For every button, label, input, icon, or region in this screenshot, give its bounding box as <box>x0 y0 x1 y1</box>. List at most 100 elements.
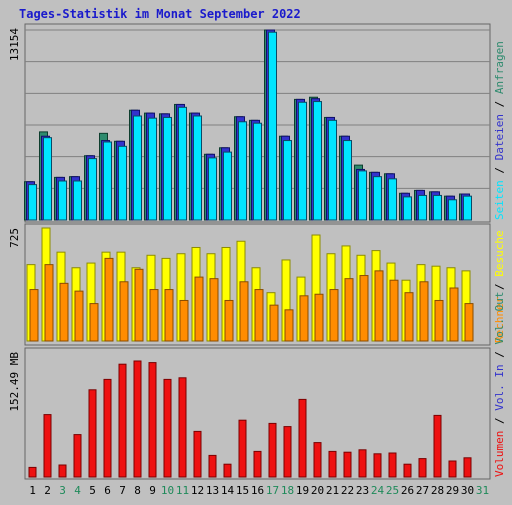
y-axis-label: 152.49 MB <box>8 352 21 412</box>
legend-label: Vol. In <box>493 364 506 410</box>
x-tick-label-17: 17 <box>266 484 279 497</box>
right-legend-panel-1: Seiten / Dateien / Anfragen <box>493 41 506 220</box>
x-tick-label-8: 8 <box>134 484 141 497</box>
legend-separator: / <box>493 277 506 297</box>
bar-seiten-day-25 <box>388 178 397 221</box>
x-tick-label-23: 23 <box>356 484 369 497</box>
x-tick-label-25: 25 <box>386 484 399 497</box>
legend-label: Anfragen <box>493 41 506 94</box>
bar-rechner-day-1 <box>29 289 39 342</box>
bar-volumen-day-9 <box>148 362 157 478</box>
legend-label: Besuche <box>493 230 506 276</box>
bar-rechner-day-30 <box>464 303 474 342</box>
bar-seiten-day-23 <box>358 170 367 221</box>
x-tick-label-20: 20 <box>311 484 324 497</box>
panel-3: 152.49 MB <box>8 347 491 480</box>
bar-rechner-day-28 <box>434 299 444 342</box>
bar-volumen-day-14 <box>223 463 232 478</box>
bar-volumen-day-19 <box>298 398 307 478</box>
x-tick-label-18: 18 <box>281 484 294 497</box>
bar-volumen-day-25 <box>388 452 397 478</box>
panel-1: 13154 <box>8 23 491 223</box>
bar-rechner-day-12 <box>194 276 204 342</box>
bar-rechner-day-3 <box>59 282 69 342</box>
bar-seiten-day-8 <box>133 115 142 221</box>
x-tick-label-9: 9 <box>149 484 156 497</box>
legend-separator: / <box>493 345 506 365</box>
legend-separator: / <box>493 411 506 431</box>
bar-rechner-day-11 <box>179 299 189 342</box>
x-tick-label-13: 13 <box>206 484 219 497</box>
bar-rechner-day-10 <box>164 289 174 342</box>
bar-volumen-day-8 <box>133 360 142 478</box>
bar-seiten-day-1 <box>28 184 37 221</box>
legend-label: Rechner <box>493 296 506 343</box>
bar-rechner-day-22 <box>344 278 354 342</box>
bar-volumen-day-26 <box>403 463 412 478</box>
bar-volumen-day-21 <box>328 450 337 478</box>
x-tick-label-15: 15 <box>236 484 249 497</box>
bar-rechner-day-18 <box>284 309 294 342</box>
bar-seiten-day-4 <box>73 180 82 221</box>
y-axis-label: 725 <box>8 228 21 248</box>
bar-rechner-day-20 <box>314 293 324 342</box>
x-tick-label-24: 24 <box>371 484 385 497</box>
bar-rechner-day-8 <box>134 268 144 342</box>
bar-rechner-day-14 <box>224 299 234 342</box>
bar-seiten-day-29 <box>448 199 457 221</box>
bar-rechner-day-7 <box>119 281 129 342</box>
bar-volumen-day-29 <box>448 460 457 478</box>
bar-rechner-day-26 <box>404 292 414 342</box>
bar-seiten-day-15 <box>238 121 247 221</box>
bar-rechner-day-17 <box>269 304 279 342</box>
x-tick-label-6: 6 <box>104 484 111 497</box>
bar-seiten-day-27 <box>418 194 427 221</box>
bar-volumen-day-12 <box>193 430 202 478</box>
bar-seiten-day-24 <box>373 176 382 221</box>
x-tick-label-5: 5 <box>89 484 96 497</box>
bar-seiten-day-28 <box>433 194 442 221</box>
x-tick-label-31: 31 <box>476 484 489 497</box>
legend-label: Seiten <box>493 180 506 220</box>
bar-volumen-day-16 <box>253 450 262 478</box>
bar-seiten-day-5 <box>88 158 97 221</box>
x-tick-label-7: 7 <box>119 484 126 497</box>
bar-volumen-day-13 <box>208 454 217 478</box>
bar-seiten-day-21 <box>328 119 337 221</box>
bar-rechner-day-16 <box>254 289 264 342</box>
legend-separator: / <box>493 160 506 180</box>
bar-volumen-day-5 <box>88 389 97 478</box>
legend-label: Vol. Out <box>493 292 506 345</box>
bar-seiten-day-30 <box>463 195 472 221</box>
bar-rechner-day-21 <box>329 289 339 342</box>
panel-2: 725 <box>8 223 491 346</box>
bar-seiten-day-13 <box>208 157 217 221</box>
x-tick-label-21: 21 <box>326 484 339 497</box>
bar-seiten-day-22 <box>343 140 352 221</box>
bar-rechner-day-23 <box>359 275 369 342</box>
bar-volumen-day-18 <box>283 426 292 478</box>
bar-volumen-day-15 <box>238 419 247 478</box>
bar-volumen-day-22 <box>343 451 352 478</box>
bar-volumen-day-6 <box>103 378 112 478</box>
legend-separator: / <box>493 94 506 114</box>
legend-label: Dateien <box>493 114 506 160</box>
x-tick-label-14: 14 <box>221 484 235 497</box>
bar-seiten-day-12 <box>193 115 202 221</box>
bar-volumen-day-17 <box>268 422 277 478</box>
bar-rechner-day-13 <box>209 278 219 342</box>
bar-rechner-day-19 <box>299 295 309 342</box>
bar-seiten-day-6 <box>103 141 112 221</box>
bar-rechner-day-9 <box>149 289 159 342</box>
y-axis-label: 13154 <box>8 28 21 61</box>
bar-volumen-day-3 <box>58 464 67 478</box>
bar-volumen-day-11 <box>178 377 187 478</box>
x-tick-label-12: 12 <box>191 484 204 497</box>
x-tick-label-19: 19 <box>296 484 309 497</box>
bar-seiten-day-10 <box>163 116 172 221</box>
bar-rechner-day-5 <box>89 303 99 342</box>
bar-volumen-day-20 <box>313 442 322 478</box>
x-tick-label-1: 1 <box>29 484 36 497</box>
bar-rechner-day-15 <box>239 281 249 342</box>
x-tick-label-3: 3 <box>59 484 66 497</box>
